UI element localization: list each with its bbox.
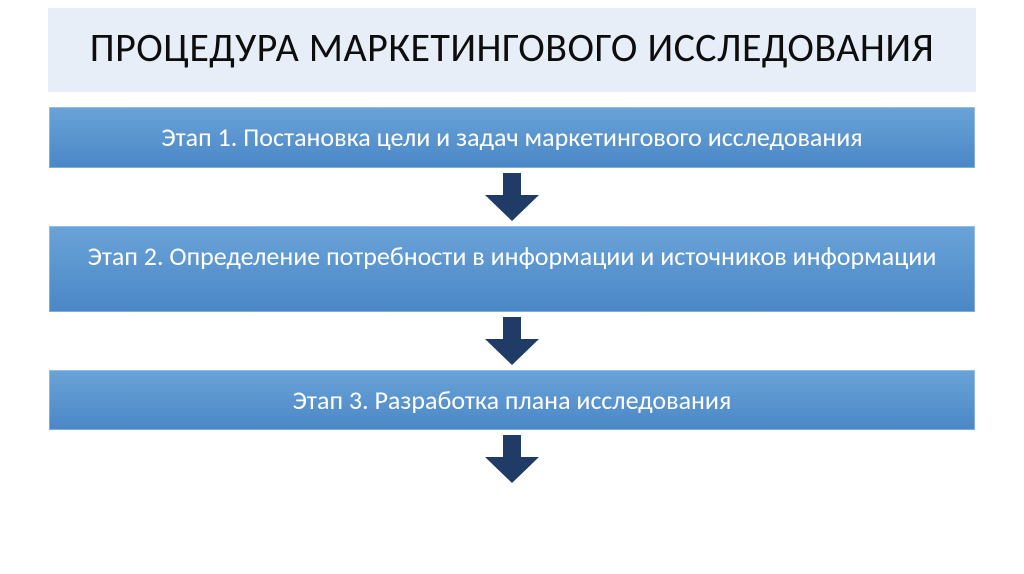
arrow-down-icon: [485, 173, 539, 221]
arrow-wrap: [48, 313, 976, 369]
stage-box-2: Этап 2. Определение потребности в информ…: [48, 225, 976, 313]
arrow-down-icon: [485, 435, 539, 483]
stage-label: Этап 2. Определение потребности в информ…: [88, 240, 937, 272]
arrow-wrap: [48, 169, 976, 225]
title-block: ПРОЦЕДУРА МАРКЕТИНГОВОГО ИССЛЕДОВАНИЯ: [48, 8, 976, 92]
arrow-wrap: [48, 431, 976, 487]
stage-box-3: Этап 3. Разработка плана исследования: [48, 369, 976, 432]
page-title: ПРОЦЕДУРА МАРКЕТИНГОВОГО ИССЛЕДОВАНИЯ: [68, 26, 956, 70]
arrow-down-icon: [485, 317, 539, 365]
stage-label: Этап 1. Постановка цели и задач маркетин…: [161, 121, 862, 153]
stage-box-1: Этап 1. Постановка цели и задач маркетин…: [48, 106, 976, 169]
diagram-container: ПРОЦЕДУРА МАРКЕТИНГОВОГО ИССЛЕДОВАНИЯ Эт…: [0, 0, 1024, 574]
stage-label: Этап 3. Разработка плана исследования: [293, 384, 732, 416]
